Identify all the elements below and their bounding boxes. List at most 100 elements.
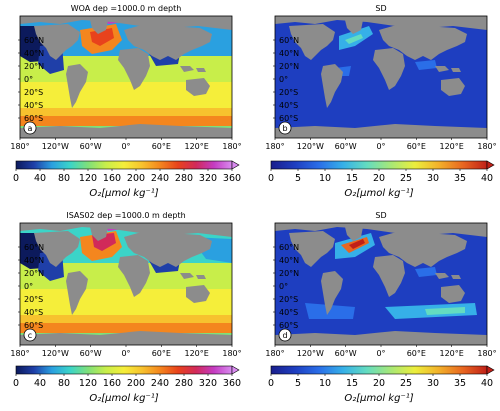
lat-tick-label: 0°	[279, 75, 288, 84]
lat-tick-label: 40°S	[24, 308, 43, 317]
lat-tick-label: 0°	[24, 282, 33, 291]
colorbar-gradient	[270, 365, 488, 375]
colorbar-tick-label: 320	[199, 378, 217, 389]
lon-tick-label: 180°	[265, 349, 284, 358]
colorbar-tick-label: 10	[319, 173, 331, 184]
lon-tick-label: 0°	[376, 142, 385, 151]
panel-letter: b	[282, 124, 287, 133]
colorbar: 0 5 10 15 20 25 30 35 40 O₂[μmol kg⁻¹]	[268, 160, 495, 199]
lat-tick-label: 60°N	[279, 36, 299, 45]
lon-tick-label: 0°	[121, 142, 130, 151]
colorbar-tick-label: 30	[427, 378, 439, 389]
lat-tick-label: 40°N	[279, 256, 299, 265]
panel-letter-badge	[278, 328, 292, 342]
panel-letter: d	[282, 331, 287, 340]
lat-tick-label: 40°S	[279, 101, 298, 110]
lon-tick-label: 120°W	[42, 142, 69, 151]
lon-tick-label: 180°	[222, 349, 241, 358]
lon-tick-label: 60°E	[407, 349, 426, 358]
lon-tick-label: 120°W	[42, 349, 69, 358]
lat-tick-label: 20°N	[279, 62, 299, 71]
lon-tick-label: 180°	[10, 349, 29, 358]
lat-tick-label: 40°N	[279, 49, 299, 58]
colorbar-tick-label: 40	[34, 378, 46, 389]
colorbar-gradient	[270, 160, 488, 170]
colorbar-tick-label: 360	[223, 173, 241, 184]
map-panel-c: ISAS02 dep =1000.0 m depth 60°N 40°N 20°N 0°…	[10, 211, 241, 404]
lon-tick-label: 60°E	[407, 142, 426, 151]
colorbar-tick-label: 200	[127, 173, 145, 184]
map-panel-b: SD 60°N 40°N 20°N 0° 20°S 40°S 60°S 180° 120°W 60°…	[265, 4, 496, 199]
lat-tick-label: 20°S	[279, 88, 298, 97]
lat-tick-label: 20°N	[24, 269, 44, 278]
colorbar-extend-arrow	[486, 160, 495, 170]
lat-tick-label: 40°N	[24, 49, 44, 58]
colorbar-tick-label: 15	[346, 378, 358, 389]
lon-tick-label: 60°W	[80, 349, 102, 358]
colorbar-tick-label: 120	[79, 173, 97, 184]
lat-tick-label: 60°S	[279, 114, 298, 123]
lon-tick-label: 0°	[121, 349, 130, 358]
lon-tick-label: 120°E	[440, 142, 464, 151]
lon-tick-label: 0°	[376, 349, 385, 358]
lat-tick-label: 40°S	[24, 101, 43, 110]
colorbar-tick-label: 15	[346, 173, 358, 184]
colorbar-tick-label: 360	[223, 378, 241, 389]
colorbar-tick-label: 0	[268, 173, 274, 184]
lat-tick-label: 20°N	[24, 62, 44, 71]
colorbar-tick-label: 5	[295, 173, 301, 184]
colorbar-tick-label: 25	[400, 173, 412, 184]
colorbar-tick-label: 80	[58, 173, 70, 184]
map-field	[20, 16, 232, 138]
colorbar-tick-label: 10	[319, 378, 331, 389]
lat-tick-label: 40°N	[24, 256, 44, 265]
panel-title: SD	[375, 4, 386, 13]
colorbar-tick-label: 0	[268, 378, 274, 389]
lat-tick-label: 0°	[279, 282, 288, 291]
lon-tick-label: 120°E	[185, 349, 209, 358]
colorbar-extend-arrow	[486, 365, 495, 375]
lat-tick-label: 60°S	[24, 114, 43, 123]
colorbar-tick-label: 5	[295, 378, 301, 389]
lon-tick-label: 60°W	[335, 349, 357, 358]
colorbar-unit-label: O₂[μmol kg⁻¹]	[344, 188, 413, 199]
colorbar-tick-label: 0	[13, 378, 19, 389]
lon-tick-label: 120°W	[297, 142, 324, 151]
colorbar-tick-label: 35	[454, 173, 466, 184]
colorbar-tick-label: 40	[34, 173, 46, 184]
lat-tick-label: 60°N	[24, 36, 44, 45]
panel-title: ISAS02 dep =1000.0 m depth	[66, 211, 185, 220]
colorbar-tick-label: 30	[427, 173, 439, 184]
colorbar: 0 40 80 120 160 200 240 280 320 360 O₂[μmol kg⁻¹]	[13, 365, 241, 404]
colorbar-tick-label: 0	[13, 173, 19, 184]
lat-tick-label: 20°S	[24, 88, 43, 97]
lat-tick-label: 60°S	[24, 321, 43, 330]
colorbar-extend-arrow	[231, 160, 240, 170]
colorbar: 0 5 10 15 20 25 30 35 40 O₂[μmol kg⁻¹]	[268, 365, 495, 404]
panel-letter-badge	[23, 328, 37, 342]
panel-letter: c	[28, 331, 32, 340]
lon-tick-label: 120°W	[297, 349, 324, 358]
colorbar-tick-label: 20	[373, 173, 385, 184]
lon-tick-label: 120°E	[440, 349, 464, 358]
map-field	[275, 16, 487, 138]
lat-tick-label: 60°S	[279, 321, 298, 330]
panel-title: SD	[375, 211, 386, 220]
colorbar-unit-label: O₂[μmol kg⁻¹]	[89, 188, 158, 199]
colorbar-unit-label: O₂[μmol kg⁻¹]	[344, 393, 413, 404]
lat-tick-label: 60°N	[279, 243, 299, 252]
colorbar-tick-label: 120	[79, 378, 97, 389]
colorbar-gradient	[15, 160, 233, 170]
colorbar-tick-label: 25	[400, 378, 412, 389]
lon-tick-label: 180°	[477, 349, 496, 358]
lon-tick-label: 180°	[222, 142, 241, 151]
lon-tick-label: 180°	[477, 142, 496, 151]
colorbar-tick-label: 160	[103, 378, 121, 389]
lon-tick-label: 60°W	[335, 142, 357, 151]
lat-tick-label: 40°S	[279, 308, 298, 317]
lon-tick-label: 180°	[10, 142, 29, 151]
lon-tick-label: 180°	[265, 142, 284, 151]
colorbar-tick-label: 20	[373, 378, 385, 389]
colorbar: 0 40 80 120 160 200 240 280 320 360 O₂[μmol kg⁻¹]	[13, 160, 241, 199]
